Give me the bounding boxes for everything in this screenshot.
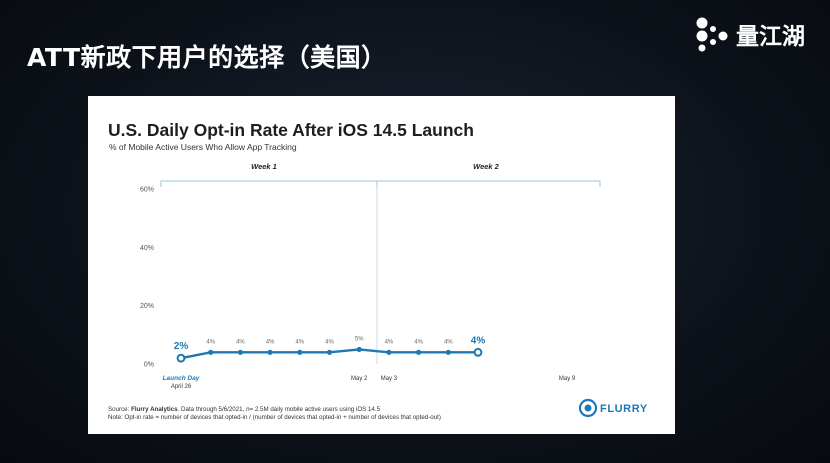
flurry-brand: FLURRY [600,403,648,415]
x-tick-sublabel: April 26 [171,384,192,390]
data-point [445,349,451,355]
chart-title: U.S. Daily Opt-in Rate After iOS 14.5 La… [108,120,474,140]
brand-logo: 量江湖 [694,14,826,54]
week-1-bracket [160,180,378,187]
data-label: 4% [295,339,304,345]
data-point [356,346,362,353]
flurry-logo: FLURRY [578,398,648,418]
data-point [473,347,483,357]
source-text: . Data through 5/6/2021, n= 2.5M daily m… [178,406,381,413]
y-tick-label: 60% [140,187,154,194]
data-point [297,349,303,355]
data-label: 5% [355,336,364,342]
week-2-label: Week 2 [473,162,500,171]
data-point [267,349,273,355]
source-label: Source: [108,406,130,413]
data-label: 4% [444,339,453,345]
source-name: Flurry Analytics [131,406,178,413]
chart-subtitle: % of Mobile Active Users Who Allow App T… [109,142,297,152]
data-label: 4% [385,339,394,345]
data-label: 4% [206,339,215,345]
data-label: 4% [414,339,423,345]
logo-text: 量江湖 [736,24,805,50]
flurry-logo-icon [578,398,598,418]
data-label: 4% [325,339,334,345]
data-label: 4% [471,335,486,346]
data-point [386,349,392,355]
data-label: 4% [266,339,275,345]
x-tick-label: May 2 [351,376,368,382]
source-line: Source: Flurry Analytics. Data through 5… [108,406,381,413]
y-tick-label: 0% [144,362,154,369]
data-point [416,349,422,355]
note-line: Note: Opt-in rate = number of devices th… [108,414,441,421]
data-label: 2% [174,341,189,352]
y-tick-label: 20% [140,303,154,310]
quantjianghu-logo-icon [696,17,728,52]
x-tick-label: Launch Day [163,375,200,382]
y-axis: 0% 20% 40% 60% [140,187,154,369]
week-2-bracket [376,180,601,187]
slide-title: ATT新政下用户的选择（美国） [27,43,387,72]
data-point [208,349,214,355]
x-tick-label: May 9 [559,376,576,382]
x-axis: Launch Day April 26 May 2 May 3 May 9 [163,375,576,390]
series-opt-in-rate: 2% 4% 4% 4% 4% 4% 5% 4% 4% 4% 4% [174,335,486,363]
data-point [326,349,333,355]
chart-svg: U.S. Daily Opt-in Rate After iOS 14.5 La… [108,120,648,421]
chart-card: U.S. Daily Opt-in Rate After iOS 14.5 La… [88,96,675,434]
y-tick-label: 40% [140,245,154,252]
data-label: 4% [236,339,245,345]
data-point [237,349,243,355]
x-tick-label: May 3 [381,376,398,382]
week-1-label: Week 1 [251,162,277,171]
data-point [176,353,186,363]
